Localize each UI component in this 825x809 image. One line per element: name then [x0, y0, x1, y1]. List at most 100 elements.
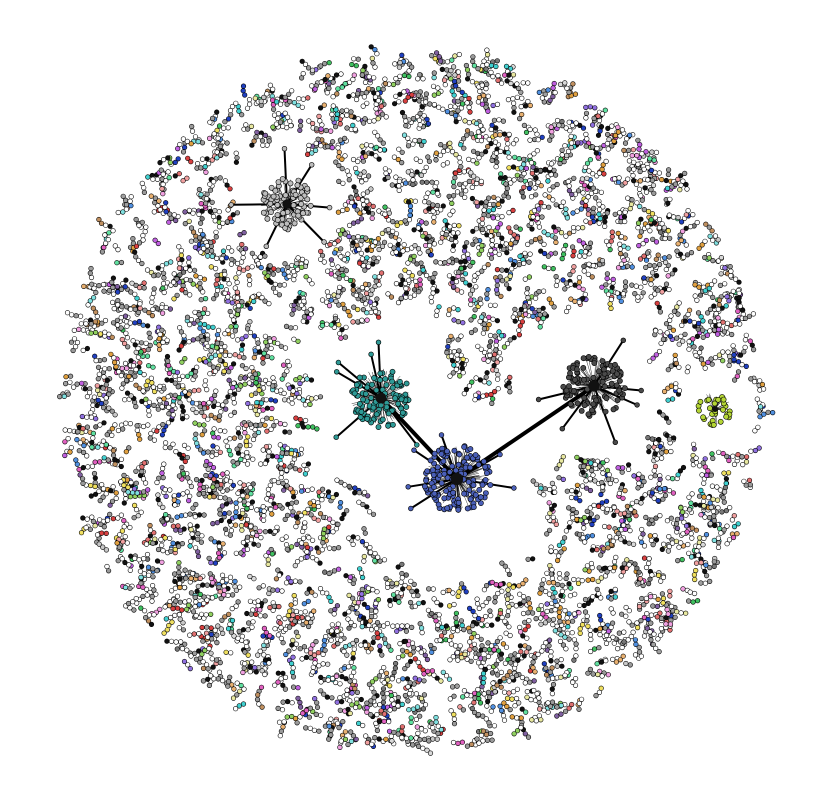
node — [598, 189, 605, 195]
node — [123, 420, 129, 426]
node — [327, 241, 333, 248]
node — [650, 182, 657, 188]
node — [574, 482, 581, 488]
node — [144, 551, 151, 558]
node — [328, 637, 334, 643]
node — [567, 593, 574, 599]
node — [280, 724, 286, 730]
node — [295, 695, 301, 701]
node — [559, 588, 565, 594]
node — [110, 448, 117, 454]
small-component — [220, 399, 229, 408]
node — [299, 656, 305, 662]
node — [590, 263, 596, 269]
node — [433, 157, 439, 163]
node — [87, 270, 93, 276]
small-component — [717, 281, 728, 289]
node — [250, 456, 256, 462]
node — [275, 479, 282, 486]
small-component — [552, 235, 559, 245]
node — [695, 310, 702, 316]
node — [424, 272, 430, 279]
node — [700, 327, 706, 333]
node — [374, 727, 381, 734]
small-component — [149, 286, 157, 305]
node — [540, 577, 547, 583]
node — [539, 648, 545, 654]
node — [436, 304, 442, 310]
node — [415, 730, 421, 737]
small-component — [210, 443, 220, 451]
node — [248, 611, 254, 617]
small-component — [360, 100, 370, 109]
small-component — [208, 264, 219, 272]
node — [703, 572, 710, 579]
node — [561, 247, 567, 253]
node — [255, 429, 262, 436]
node — [609, 284, 615, 290]
node — [104, 563, 110, 570]
small-component — [563, 228, 577, 239]
node — [326, 594, 332, 600]
node — [647, 358, 653, 364]
small-component — [567, 591, 578, 599]
node — [223, 526, 229, 532]
node — [149, 598, 155, 604]
small-component — [144, 551, 151, 562]
node — [434, 308, 440, 314]
small-component — [328, 257, 335, 268]
node — [490, 102, 496, 109]
node — [336, 178, 342, 184]
small-component — [487, 332, 498, 339]
node — [494, 101, 501, 107]
node — [304, 376, 310, 382]
node — [472, 646, 478, 652]
node — [251, 355, 257, 361]
node — [553, 202, 559, 208]
node — [415, 92, 422, 98]
node — [407, 212, 413, 218]
node — [182, 144, 188, 150]
node — [390, 219, 396, 225]
node — [162, 444, 168, 451]
node — [184, 175, 190, 181]
node — [426, 158, 433, 164]
small-component — [752, 424, 761, 434]
node — [187, 511, 193, 517]
node — [707, 319, 714, 325]
node — [346, 93, 352, 99]
node — [303, 654, 310, 661]
node — [64, 310, 71, 316]
node — [387, 602, 393, 608]
node — [103, 399, 109, 405]
node — [378, 668, 385, 675]
node — [490, 396, 496, 402]
node — [204, 156, 210, 162]
node — [674, 525, 681, 532]
node — [80, 515, 86, 521]
node — [247, 598, 253, 604]
node — [187, 632, 193, 638]
node — [214, 445, 220, 451]
node — [265, 557, 271, 563]
node — [755, 424, 761, 430]
node — [406, 585, 412, 591]
small-component — [275, 705, 286, 713]
node — [350, 282, 356, 289]
node — [556, 570, 563, 577]
node — [570, 81, 576, 87]
node — [245, 265, 251, 271]
node — [121, 517, 127, 524]
node — [120, 426, 126, 432]
node — [77, 313, 84, 319]
node — [410, 644, 417, 651]
node — [337, 331, 343, 337]
node — [468, 658, 474, 664]
node — [350, 287, 356, 293]
node — [597, 262, 603, 268]
node — [328, 257, 335, 263]
node — [417, 664, 423, 670]
small-component — [571, 653, 579, 663]
small-component — [532, 127, 540, 137]
node — [403, 180, 409, 186]
